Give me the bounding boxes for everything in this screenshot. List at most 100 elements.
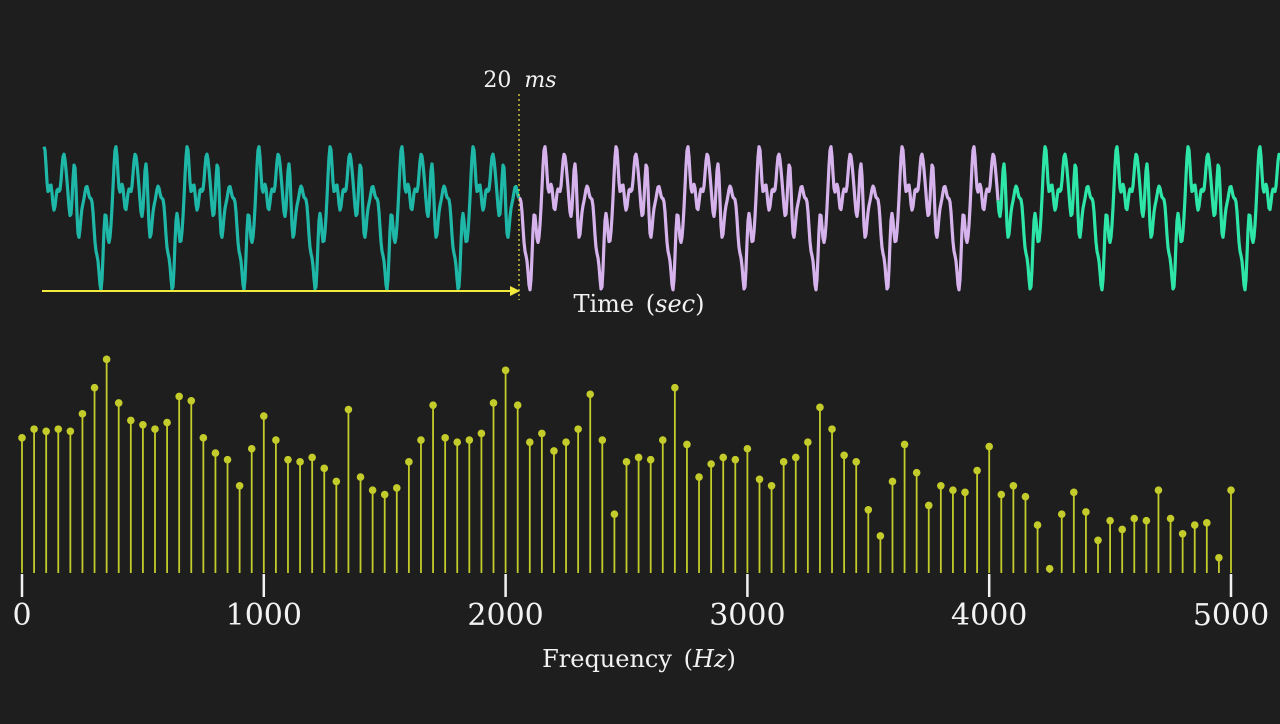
spectrum-stem-head xyxy=(707,460,715,468)
spectrum-stem-head xyxy=(163,418,171,427)
spectrum-stem-head xyxy=(731,455,740,464)
spectrum-stem-head xyxy=(18,434,26,442)
spectrum-stem-head xyxy=(199,434,208,442)
frequency-tick-label: 4000 xyxy=(951,598,1027,633)
frequency-tick-label: 3000 xyxy=(709,598,785,633)
spectrum-stem-head xyxy=(900,440,909,449)
spectrum-stem-head xyxy=(779,458,788,466)
frequency-tick-label: 2000 xyxy=(467,598,543,633)
spectrum-stem-head xyxy=(598,436,607,444)
spectrum-stem-head xyxy=(912,468,921,477)
spectrum-stem-head xyxy=(380,490,389,499)
spectrum-stem-head xyxy=(985,442,993,451)
spectrum-stem-head xyxy=(1009,482,1018,490)
spectrum-stem-head xyxy=(235,482,244,490)
spectrum-stem-head xyxy=(42,427,50,436)
spectrum-stem-head xyxy=(114,399,123,407)
spectrum-stem-head xyxy=(151,425,159,433)
spectrum-stem-head xyxy=(634,453,643,462)
spectrum-stem-head xyxy=(368,486,377,494)
frequency-tick-label: 5000 xyxy=(1193,598,1269,633)
spectrum-stem-head xyxy=(296,458,304,466)
spectrum-stem-head xyxy=(247,444,256,453)
spectrum-stem-head xyxy=(864,505,873,514)
spectrum-stem-head xyxy=(260,412,268,420)
spectrum-stem-head xyxy=(175,392,183,401)
spectrum-stem-head xyxy=(1057,510,1066,518)
spectrum-stem-head xyxy=(30,425,38,433)
waveform-plot xyxy=(42,145,1280,292)
spectrum-stem-head xyxy=(102,355,111,364)
spectrum-stem-head xyxy=(344,405,353,414)
waveform-segment-1 xyxy=(42,145,521,292)
spectrum-stem-head xyxy=(1215,553,1223,562)
spectrum-stem-head xyxy=(574,425,582,433)
time-axis-label: Time (sec) xyxy=(573,290,704,318)
spectrum-stem-head xyxy=(320,464,329,473)
spectrum-stem-head xyxy=(1154,486,1163,494)
spectrum-stem-head xyxy=(538,429,546,438)
spectrum-stem-head xyxy=(695,473,703,481)
spectrum-stem-head xyxy=(223,455,232,464)
spectrum-stem-head xyxy=(441,434,449,442)
spectrum-stem-head xyxy=(54,425,63,433)
window-marker-number: 20 xyxy=(483,68,511,93)
spectrum-stem-head xyxy=(743,444,752,453)
spectrum-stem-head xyxy=(139,420,147,429)
spectrum-stem-head xyxy=(888,477,897,486)
frequency-axis-ticks: 0 1000 2000 3000 4000 5000 xyxy=(12,574,1269,633)
spectrum-stem-head xyxy=(973,466,981,475)
spectrum-stem-head xyxy=(876,532,885,540)
spectrum-stem-head xyxy=(949,486,957,494)
spectrum-stem-head xyxy=(513,401,522,409)
spectrum-stem-head xyxy=(791,453,800,462)
spectrum-stem-head xyxy=(1203,519,1211,527)
spectrum-stem-head xyxy=(1082,508,1090,516)
spectrum-stem-head xyxy=(1070,488,1078,497)
spectrum-stem-head xyxy=(1166,514,1175,523)
spectrum-stem-head xyxy=(525,438,534,447)
spectrum-stem-head xyxy=(828,425,836,433)
spectrum-stem-head xyxy=(284,455,292,464)
spectrum-stem-head xyxy=(211,449,220,457)
spectrum-stem-head xyxy=(550,447,558,455)
spectrum-stem-head xyxy=(646,455,655,464)
spectrum-stem-head xyxy=(453,438,462,447)
spectrum-stem-head xyxy=(683,440,691,449)
spectrum-stem-head xyxy=(405,458,413,466)
frequency-tick-label: 1000 xyxy=(226,598,302,633)
waveform-segment-2 xyxy=(518,145,1000,292)
spectrum-stem-head xyxy=(961,488,969,497)
spectrum-stem-head xyxy=(477,429,486,438)
window-marker-arrowhead xyxy=(510,286,520,296)
spectrum-stem-head xyxy=(489,399,498,407)
spectrum-stem-head xyxy=(272,436,280,444)
spectrum-stem-head xyxy=(1118,525,1126,534)
spectrum-stem-head xyxy=(332,477,341,486)
spectrum-stem-head xyxy=(1094,536,1102,545)
spectrum-stem-head xyxy=(622,458,631,466)
spectrum-stem-head xyxy=(1106,516,1114,525)
spectrum-stem-head xyxy=(610,510,619,518)
spectrum-stem-head xyxy=(852,458,861,466)
spectrum-stem-head xyxy=(1142,516,1151,525)
spectrum-stem-head xyxy=(501,366,510,375)
spectrum-stem-head xyxy=(755,475,764,484)
spectrum-stem-head xyxy=(1021,492,1030,501)
spectrum-stem-head xyxy=(924,501,933,510)
spectrum-stem-head xyxy=(90,383,99,392)
frequency-axis-unit: Hz xyxy=(692,645,727,673)
spectrum-stem-head xyxy=(804,438,812,447)
spectrum-stem-head xyxy=(392,484,401,492)
spectrum-stem-head xyxy=(429,401,437,409)
spectrum-plot xyxy=(18,355,1235,573)
spectrum-stem-head xyxy=(816,403,824,412)
spectrum-stem-head xyxy=(767,482,776,490)
spectrum-stem-head xyxy=(1045,564,1054,573)
frequency-tick-label: 0 xyxy=(12,598,31,633)
spectrum-stem-head xyxy=(586,390,595,399)
spectrum-stem-head xyxy=(719,453,728,462)
spectrum-stem-head xyxy=(417,436,425,444)
